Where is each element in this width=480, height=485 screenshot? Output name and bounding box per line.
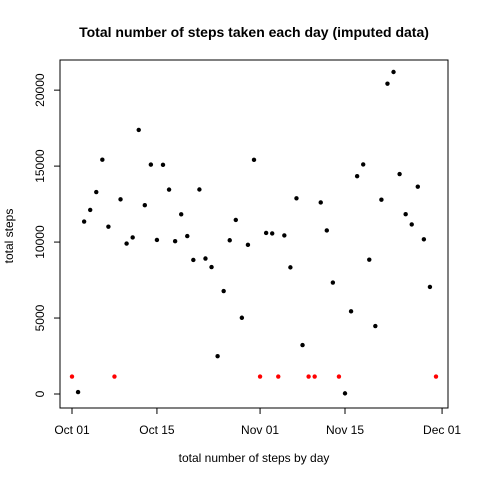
y-tick-label: 15000	[33, 149, 47, 183]
data-point	[81, 219, 87, 224]
data-point	[191, 257, 196, 263]
data-point	[94, 189, 99, 195]
chart-title: Total number of steps taken each day (im…	[79, 24, 429, 40]
x-axis: Oct 01 Oct 15 Nov 01 Nov 15 Dec 01	[54, 408, 461, 437]
data-point	[276, 374, 281, 379]
plot-box	[59, 59, 449, 409]
data-point	[179, 212, 184, 217]
data-point	[318, 200, 323, 205]
data-point	[215, 353, 220, 359]
data-point	[306, 374, 311, 379]
data-point	[330, 280, 336, 285]
data-point	[100, 157, 105, 162]
data-point	[251, 157, 257, 163]
y-tick-label: 0	[33, 390, 47, 397]
data-point	[263, 230, 269, 236]
data-point	[130, 235, 135, 240]
data-point	[69, 374, 75, 379]
y-axis-label: total steps	[2, 209, 16, 264]
data-point	[300, 342, 305, 348]
data-point	[239, 315, 245, 320]
data-point	[160, 162, 166, 168]
data-point	[154, 237, 160, 243]
data-point	[415, 184, 420, 189]
data-point	[403, 212, 408, 217]
data-point	[142, 203, 147, 208]
x-tick-label: Oct 15	[139, 423, 175, 437]
data-point	[391, 69, 396, 75]
data-point	[112, 374, 117, 379]
data-point	[197, 187, 202, 192]
x-tick-label: Nov 01	[241, 423, 279, 437]
data-point	[385, 81, 390, 86]
data-point	[397, 171, 402, 177]
data-point	[270, 231, 275, 236]
data-point	[294, 196, 299, 201]
data-point	[124, 241, 129, 246]
data-points	[69, 69, 439, 396]
data-point	[75, 389, 81, 395]
x-axis-label: total number of steps by day	[179, 451, 330, 465]
data-point	[421, 237, 427, 242]
data-point	[288, 265, 293, 270]
x-tick-label: Oct 01	[54, 423, 90, 437]
data-point	[209, 264, 214, 270]
data-point	[257, 374, 263, 379]
data-point	[88, 207, 93, 213]
data-point	[282, 233, 287, 238]
data-point	[227, 238, 232, 243]
data-point	[367, 257, 372, 262]
data-point	[312, 374, 317, 379]
data-point	[245, 242, 251, 248]
x-tick-label: Dec 01	[423, 423, 461, 437]
y-tick-label: 5000	[33, 304, 47, 331]
data-point	[342, 391, 348, 396]
data-point	[373, 323, 378, 329]
data-point	[118, 197, 123, 202]
data-point	[106, 224, 111, 229]
data-point	[324, 228, 329, 233]
x-tick-label: Nov 15	[326, 423, 364, 437]
y-tick-label: 20000	[33, 73, 47, 107]
data-point	[166, 187, 172, 192]
data-point	[148, 162, 154, 167]
data-point	[409, 222, 414, 227]
data-point	[348, 309, 354, 314]
data-point	[427, 284, 433, 290]
data-point	[433, 374, 439, 379]
data-point	[354, 173, 360, 179]
data-point	[221, 288, 226, 294]
y-tick-label: 10000	[33, 225, 47, 259]
data-point	[379, 197, 384, 202]
data-point	[233, 217, 238, 223]
data-point	[136, 127, 141, 133]
y-axis: 0 5000 10000 15000 20000	[33, 73, 60, 397]
data-point	[361, 162, 366, 167]
data-point	[185, 233, 190, 239]
data-point	[172, 239, 178, 244]
data-point	[203, 256, 208, 261]
data-point	[336, 374, 342, 379]
